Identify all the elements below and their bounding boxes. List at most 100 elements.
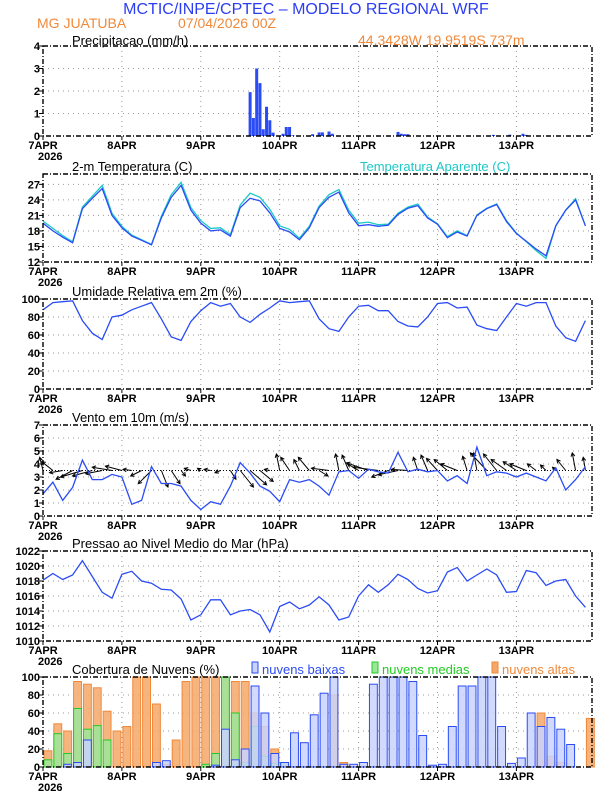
- x-tick-label: 12APR: [420, 393, 456, 405]
- cloud-bar-nuvens-baixas: [457, 685, 467, 768]
- x-tick-label: 13APR: [499, 140, 535, 152]
- precip-title: Precipitacao (mm/h): [72, 33, 188, 48]
- cloud-panel: 0 20 40 60 80 100 7APR 8APR 9APR 10APR 11APR 12APR 1…: [22, 672, 595, 792]
- x-tick-label: 12APR: [420, 645, 456, 657]
- y-tick-label: 80: [28, 312, 40, 324]
- cloud-bar-nuvens-medias: [201, 763, 211, 768]
- wind-vector-arrow: [160, 470, 169, 488]
- wind-vector-arrow: [526, 463, 537, 471]
- wind-vector-arrow: [461, 455, 468, 471]
- x-tick-label: 13APR: [499, 266, 535, 278]
- y-tick-label: 0: [34, 384, 40, 396]
- x-tick-label: 7APR: [28, 520, 57, 532]
- precip-bar: [406, 134, 410, 136]
- y-tick-label: 60: [28, 708, 40, 720]
- y-tick-label: 20: [28, 744, 40, 756]
- cloud-bar-nuvens-baixas: [546, 717, 556, 768]
- x-tick-label: 7APR: [28, 266, 57, 278]
- y-tick-label: 40: [28, 726, 40, 738]
- cloud-bar-nuvens-baixas: [487, 676, 497, 768]
- high-cloud-swatch: [491, 661, 499, 674]
- y-tick-label: 0: [34, 762, 40, 774]
- precip-bar: [403, 134, 407, 136]
- wind-vector-arrow: [508, 462, 527, 471]
- wind-vector-arrow: [274, 452, 281, 471]
- apparent-temp-legend: Temperatura Aparente (C): [360, 159, 510, 174]
- run-date-label: 07/04/2026 00Z: [178, 15, 277, 31]
- wind-vector-arrow: [91, 465, 113, 471]
- rh-title: Umidade Relativa em 2m (%): [72, 284, 242, 299]
- cloud-bar-nuvens-baixas: [368, 683, 378, 768]
- precip-bar: [281, 133, 285, 136]
- wind-vector-arrow: [239, 470, 255, 488]
- cloud-legend: nuvens baixas nuvens medias nuvens altas: [251, 661, 575, 677]
- plot-frame: [42, 676, 593, 768]
- wind-vector-arrow: [425, 457, 438, 471]
- cloud-bar-nuvens-medias: [102, 739, 112, 768]
- wind-vector-arrow: [351, 465, 379, 471]
- x-tick-label: 10APR: [262, 266, 298, 278]
- cloud-bar-nuvens-baixas: [526, 712, 536, 768]
- main-title: MCTIC/INPE/CPTEC – MODELO REGIONAL WRF: [123, 1, 489, 18]
- precip-bar: [255, 68, 259, 136]
- x-tick-label: 13APR: [499, 771, 535, 783]
- cloud-bar-nuvens-baixas: [408, 681, 418, 768]
- wind-vector-arrow: [482, 453, 498, 471]
- y-tick-label: 80: [28, 690, 40, 702]
- wind-vector-arrow: [502, 461, 517, 471]
- wind-vector-arrow: [38, 456, 44, 471]
- wind-series-line: [42, 444, 586, 511]
- wind-vector-arrow: [318, 470, 329, 477]
- precip-bar: [288, 127, 292, 136]
- wind-vector-arrow: [180, 470, 187, 477]
- temp-series-line: [42, 181, 587, 260]
- y-tick-label: 100: [22, 294, 40, 306]
- wind-vector-arrow: [390, 467, 408, 472]
- precip-panel: 0 1 2 3 4 7APR 8APR 9APR 10APR 11APR 12APR 13APR 202…: [28, 41, 593, 163]
- cloud-bar-nuvens-baixas: [536, 726, 546, 768]
- temp-panel: 12 15 18 21 24 27 7APR 8APR 9APR 10APR 11APR 12APR 1…: [28, 173, 593, 289]
- cloud-bar-nuvens-medias: [43, 759, 53, 768]
- y-tick-label: 1: [34, 498, 40, 510]
- wind-vector-arrow: [203, 467, 211, 473]
- x-tick-label: 11APR: [341, 771, 376, 783]
- y-tick-label: 27: [28, 179, 40, 191]
- y-tick-label: 1018: [16, 576, 40, 588]
- wind-vector-arrow: [581, 456, 587, 471]
- x-tick-label: 11APR: [341, 140, 376, 152]
- y-tick-label: 12: [28, 257, 40, 269]
- year-label: 2026: [38, 531, 62, 543]
- precip-bar: [268, 120, 272, 136]
- cloud-bar-nuvens-baixas: [250, 685, 260, 768]
- x-tick-label: 11APR: [341, 645, 376, 657]
- wind-vector-arrow: [310, 466, 330, 472]
- location-label: MG JUATUBA: [37, 15, 127, 31]
- y-tick-label: 4: [34, 459, 41, 471]
- precip-bar: [248, 92, 252, 136]
- wind-vector-arrow: [71, 470, 93, 478]
- plot-frame: [42, 424, 593, 517]
- mid-cloud-swatch: [371, 661, 379, 674]
- cloud-bar-nuvens-altas: [122, 726, 132, 768]
- precip-bar: [327, 131, 331, 136]
- cloud-bar-nuvens-altas: [142, 676, 151, 768]
- cloud-bar-nuvens-baixas: [211, 764, 221, 768]
- wind-vector-arrow: [293, 458, 300, 471]
- y-tick-label: 1016: [16, 591, 40, 603]
- rh-series-line: [42, 300, 586, 343]
- cloud-bar-nuvens-baixas: [388, 676, 398, 768]
- wind-vector-arrow: [249, 470, 268, 486]
- y-tick-label: 2: [34, 485, 40, 497]
- y-tick-label: 2: [34, 86, 40, 98]
- plot-frame: [42, 45, 593, 137]
- wind-vector-arrow: [539, 464, 547, 471]
- y-tick-label: 5: [34, 446, 40, 458]
- precip-bar: [271, 132, 275, 136]
- wind-vector-arrow: [412, 456, 419, 471]
- x-tick-label: 12APR: [420, 520, 456, 532]
- y-tick-label: 7: [34, 420, 40, 432]
- cloud-bar-nuvens-baixas: [467, 685, 477, 768]
- pressure-panel: 1010 1012 1014 1016 1018 1020 1022 7APR 8APR 9APR…: [16, 546, 593, 668]
- y-tick-label: 0: [34, 131, 40, 143]
